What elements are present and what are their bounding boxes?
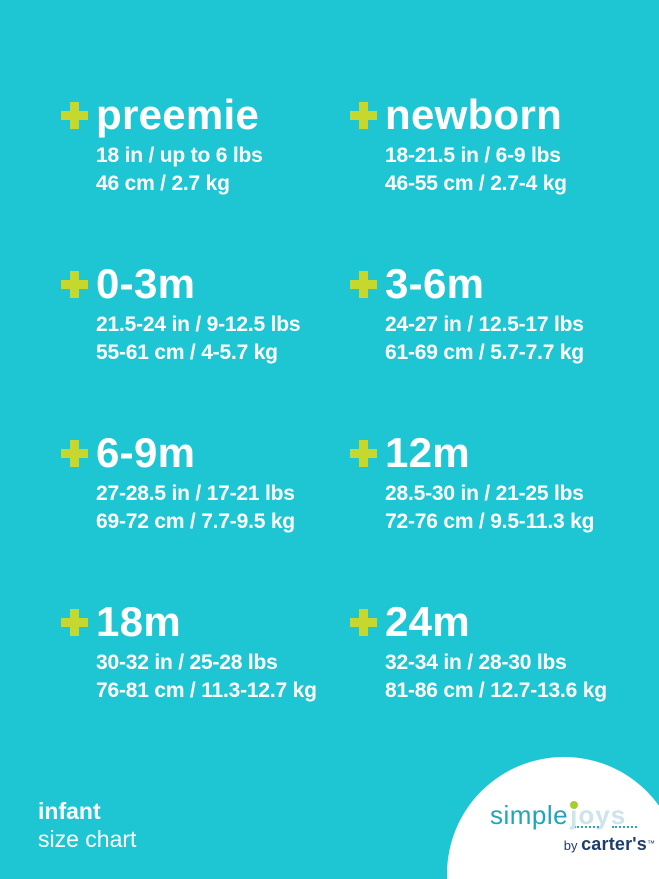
footer-subtitle: size chart (38, 826, 137, 852)
size-imperial: 30-32 in / 25-28 lbs (96, 651, 278, 674)
size-card-3-6m: 3-6m 24-27 in / 12.5-17 lbs 61-69 cm / 5… (350, 261, 639, 430)
size-label: preemie (96, 91, 260, 138)
footer-category: infant (38, 798, 101, 824)
size-metric: 46-55 cm / 2.7-4 kg (385, 172, 567, 195)
size-heading: 6-9m (61, 430, 350, 476)
stitch-dots-icon (574, 826, 655, 830)
size-details: 27-28.5 in / 17-21 lbs 69-72 cm / 7.7-9.… (96, 480, 350, 536)
logo-j-green-dot-icon: j (570, 800, 579, 830)
size-heading: preemie (61, 92, 350, 138)
plus-icon (350, 270, 377, 298)
size-details: 18-21.5 in / 6-9 lbs 46-55 cm / 2.7-4 kg (385, 142, 639, 198)
plus-icon (350, 101, 377, 129)
size-heading: 3-6m (350, 261, 639, 307)
size-imperial: 32-34 in / 28-30 lbs (385, 651, 567, 674)
plus-icon (61, 270, 88, 298)
size-metric: 69-72 cm / 7.7-9.5 kg (96, 510, 295, 533)
size-label: 12m (385, 429, 470, 476)
size-metric: 61-69 cm / 5.7-7.7 kg (385, 341, 584, 364)
size-card-6-9m: 6-9m 27-28.5 in / 17-21 lbs 69-72 cm / 7… (61, 430, 350, 599)
size-label: 18m (96, 598, 181, 645)
size-grid: preemie 18 in / up to 6 lbs 46 cm / 2.7 … (61, 92, 639, 768)
size-details: 28.5-30 in / 21-25 lbs 72-76 cm / 9.5-11… (385, 480, 639, 536)
size-metric: 81-86 cm / 12.7-13.6 kg (385, 679, 607, 702)
size-card-0-3m: 0-3m 21.5-24 in / 9-12.5 lbs 55-61 cm / … (61, 261, 350, 430)
logo-word-joys: joys (570, 801, 626, 829)
plus-icon (350, 608, 377, 636)
size-label: newborn (385, 91, 563, 138)
size-heading: 24m (350, 599, 639, 645)
size-label: 0-3m (96, 260, 196, 307)
plus-icon (61, 439, 88, 467)
simple-joys-logo: simple joys by carter's™ (490, 801, 655, 856)
size-card-newborn: newborn 18-21.5 in / 6-9 lbs 46-55 cm / … (350, 92, 639, 261)
size-metric: 72-76 cm / 9.5-11.3 kg (385, 510, 595, 533)
size-metric: 55-61 cm / 4-5.7 kg (96, 341, 278, 364)
stitch-dots-right (612, 826, 637, 828)
size-card-12m: 12m 28.5-30 in / 21-25 lbs 72-76 cm / 9.… (350, 430, 639, 599)
size-heading: 0-3m (61, 261, 350, 307)
size-card-24m: 24m 32-34 in / 28-30 lbs 81-86 cm / 12.7… (350, 599, 639, 768)
size-imperial: 28.5-30 in / 21-25 lbs (385, 482, 584, 505)
size-details: 24-27 in / 12.5-17 lbs 61-69 cm / 5.7-7.… (385, 311, 639, 367)
size-details: 18 in / up to 6 lbs 46 cm / 2.7 kg (96, 142, 350, 198)
stitch-dots-left (574, 826, 599, 828)
plus-icon (61, 101, 88, 129)
logo-byline: by carter's™ (490, 834, 655, 856)
size-heading: 18m (61, 599, 350, 645)
logo-by-text: by (563, 838, 582, 853)
logo-carters-text: carter's (581, 834, 647, 854)
size-imperial: 18-21.5 in / 6-9 lbs (385, 144, 561, 167)
logo-word-simple: simple (490, 800, 569, 830)
size-metric: 46 cm / 2.7 kg (96, 172, 230, 195)
size-details: 21.5-24 in / 9-12.5 lbs 55-61 cm / 4-5.7… (96, 311, 350, 367)
logo-wordmark: simple joys (490, 801, 655, 829)
size-imperial: 18 in / up to 6 lbs (96, 144, 263, 167)
size-imperial: 24-27 in / 12.5-17 lbs (385, 313, 584, 336)
size-label: 3-6m (385, 260, 485, 307)
size-card-preemie: preemie 18 in / up to 6 lbs 46 cm / 2.7 … (61, 92, 350, 261)
size-details: 30-32 in / 25-28 lbs 76-81 cm / 11.3-12.… (96, 649, 350, 705)
plus-icon (350, 439, 377, 467)
plus-icon (61, 608, 88, 636)
size-details: 32-34 in / 28-30 lbs 81-86 cm / 12.7-13.… (385, 649, 639, 705)
size-heading: 12m (350, 430, 639, 476)
size-card-18m: 18m 30-32 in / 25-28 lbs 76-81 cm / 11.3… (61, 599, 350, 768)
footer-title: infant size chart (38, 797, 136, 853)
trademark-symbol: ™ (647, 839, 655, 848)
size-heading: newborn (350, 92, 639, 138)
logo-word-joys-rest: oys (578, 800, 627, 830)
size-imperial: 21.5-24 in / 9-12.5 lbs (96, 313, 301, 336)
size-metric: 76-81 cm / 11.3-12.7 kg (96, 679, 317, 702)
size-label: 24m (385, 598, 470, 645)
size-label: 6-9m (96, 429, 196, 476)
size-imperial: 27-28.5 in / 17-21 lbs (96, 482, 295, 505)
